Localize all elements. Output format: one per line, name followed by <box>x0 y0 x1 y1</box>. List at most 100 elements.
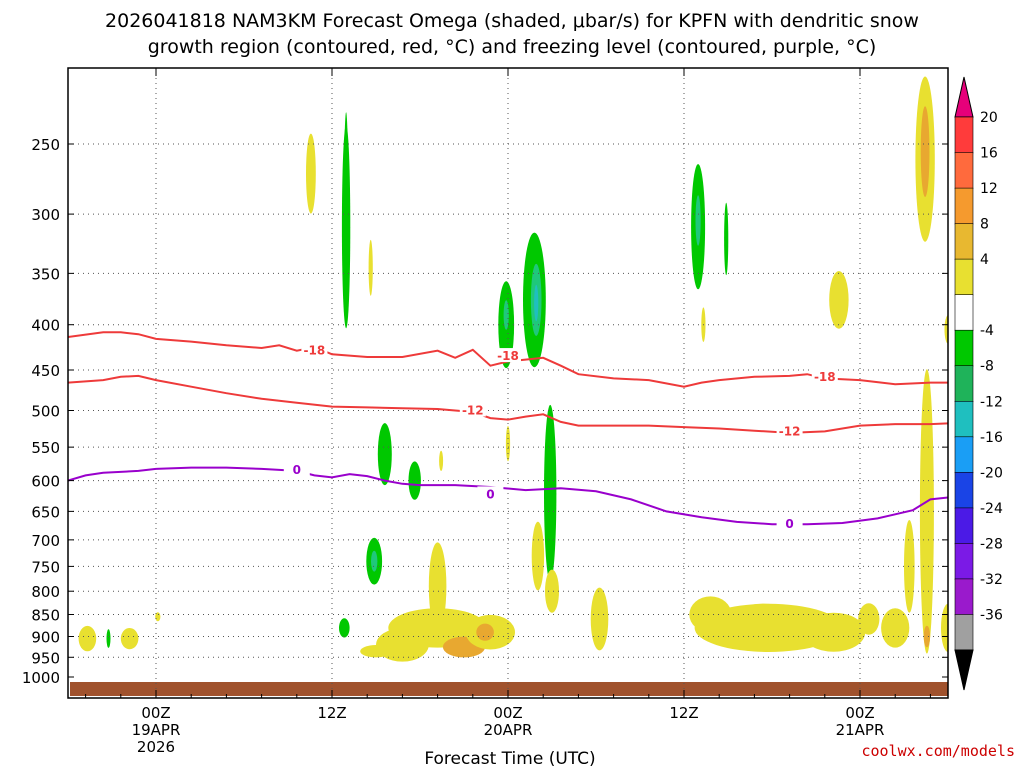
omega-shade-area-3 <box>368 239 373 296</box>
colorbar-label--24: -24 <box>980 501 1003 517</box>
colorbar-label-20: 20 <box>980 110 998 126</box>
y-tick-label-600: 600 <box>31 473 60 491</box>
x-tick-label-20-1: 20APR <box>484 721 533 739</box>
x-tick-label-40-1: 21APR <box>836 721 885 739</box>
omega-shade-area-10 <box>695 195 701 246</box>
colorbar-segment-8 <box>954 400 974 438</box>
omega-shade-area-48 <box>941 603 948 652</box>
colorbar-label--20: -20 <box>980 465 1003 481</box>
omega-shade-area-34 <box>360 645 392 658</box>
grid-layer <box>68 68 948 698</box>
y-tick-label-800: 800 <box>31 583 60 601</box>
contour-label-bg <box>495 348 521 363</box>
omega-shade-area-17 <box>439 450 444 471</box>
omega-shade-area-28 <box>376 628 429 662</box>
colorbar-label-4: 4 <box>980 252 989 268</box>
colorbar-label--28: -28 <box>980 536 1003 552</box>
colorbar-segment-1 <box>954 152 974 189</box>
colorbar-label--8: -8 <box>980 359 994 375</box>
omega-shade-area-13 <box>829 271 849 329</box>
y-tick-label-1000: 1000 <box>22 669 60 687</box>
omega-shade-area-35 <box>78 625 97 652</box>
omega-shade-area-38 <box>155 612 161 622</box>
contour-label-m12: -12 <box>779 424 801 438</box>
x-tick-label-0-0: 00Z <box>141 704 170 722</box>
omega-shade-area-41 <box>728 603 799 644</box>
omega-shade-area-40 <box>689 596 732 633</box>
contour-label-m18: -18 <box>814 370 836 384</box>
colorbar-segment-11 <box>954 507 974 545</box>
contour-label-bg <box>283 462 310 477</box>
colorbar-label-12: 12 <box>980 181 998 197</box>
contour-label-bg <box>776 423 803 438</box>
x-tick-label-0-1: 19APR <box>132 721 181 739</box>
contour-label-0: 0 <box>293 463 301 477</box>
omega-shade-area-45 <box>919 369 934 654</box>
colorbar-label--4: -4 <box>980 323 994 339</box>
omega-shade-area-15 <box>920 106 930 197</box>
x-tick-label-40-0: 00Z <box>845 704 874 722</box>
omega-shade-area-44 <box>904 520 915 613</box>
colorbar-segment-7 <box>954 365 974 403</box>
contour-label-bg <box>776 516 803 531</box>
colorbar-segment-6 <box>954 329 974 367</box>
contour-label-bg <box>477 486 504 501</box>
contour-label-m18: -18 <box>304 344 326 358</box>
y-tick-label-450: 450 <box>31 362 60 380</box>
colorbar-segment-10 <box>954 471 974 509</box>
y-tick-label-950: 950 <box>31 649 60 667</box>
contour-label-bg <box>459 402 486 417</box>
contour-line-m18 <box>68 331 948 388</box>
y-tick-label-500: 500 <box>31 403 60 421</box>
colorbar-label-8: 8 <box>980 217 989 233</box>
omega-shade-area-32 <box>545 569 559 613</box>
chart-title-line2: growth region (contoured, red, °C) and f… <box>148 36 877 58</box>
omega-shade-area-46 <box>923 625 931 648</box>
omega-shade-area-0 <box>306 133 316 214</box>
omega-shade-area-36 <box>120 628 139 650</box>
colorbar-segment-4 <box>954 258 974 296</box>
surface-ground-band <box>70 682 948 696</box>
omega-shade-area-20 <box>408 461 421 500</box>
contour-label-m18: -18 <box>497 349 519 363</box>
omega-shade-area-8 <box>534 284 539 322</box>
y-tick-label-650: 650 <box>31 503 60 521</box>
omega-shade-area-24 <box>544 404 557 582</box>
colorbar: 20 16 12 8 4 -4 -8 -12 -16 -20 -24 -28 -32 -36 <box>954 76 1003 691</box>
y-tick-label-250: 250 <box>31 136 60 154</box>
contour-label-0: 0 <box>785 517 793 531</box>
omega-shade-area-19 <box>377 423 392 486</box>
omega-shade-area-33 <box>590 587 609 651</box>
y-tick-label-550: 550 <box>31 439 60 457</box>
credit-link[interactable]: coolwx.com/models <box>861 742 1015 760</box>
colorbar-label--16: -16 <box>980 430 1003 446</box>
omega-shade-area-12 <box>724 202 729 276</box>
contour-label-bg <box>301 342 328 357</box>
omega-shade-area-25 <box>531 521 545 591</box>
colorbar-label-16: 16 <box>980 146 998 162</box>
omega-shade-area-37 <box>106 629 111 648</box>
contour-layer: -18 -18 -18 -12 -12 0 0 0 <box>68 331 948 531</box>
x-tick-label-0-2: 2026 <box>137 738 175 756</box>
colorbar-segment-3 <box>954 223 974 260</box>
colorbar-segment-13 <box>954 578 974 616</box>
x-axis-label: Forecast Time (UTC) <box>424 749 595 768</box>
colorbar-segment-5 <box>954 294 974 332</box>
colorbar-segment-14 <box>954 614 974 651</box>
y-tick-label-750: 750 <box>31 558 60 576</box>
x-tick-label-20-0: 00Z <box>493 704 522 722</box>
omega-shade-area-43 <box>858 603 880 635</box>
colorbar-segment-0 <box>954 116 974 154</box>
colorbar-label--36: -36 <box>980 608 1003 624</box>
colorbar-label--12: -12 <box>980 394 1003 410</box>
omega-shade-area-31 <box>476 623 494 641</box>
contour-label-bg <box>811 368 838 383</box>
omega-shade-area-5 <box>503 300 509 330</box>
y-tick-label-700: 700 <box>31 532 60 550</box>
colorbar-segment-2 <box>954 187 974 225</box>
contour-label-0: 0 <box>486 487 494 501</box>
y-tick-label-400: 400 <box>31 317 60 335</box>
colorbar-bottom-arrow <box>954 649 974 691</box>
omega-shading-layer <box>70 76 948 696</box>
